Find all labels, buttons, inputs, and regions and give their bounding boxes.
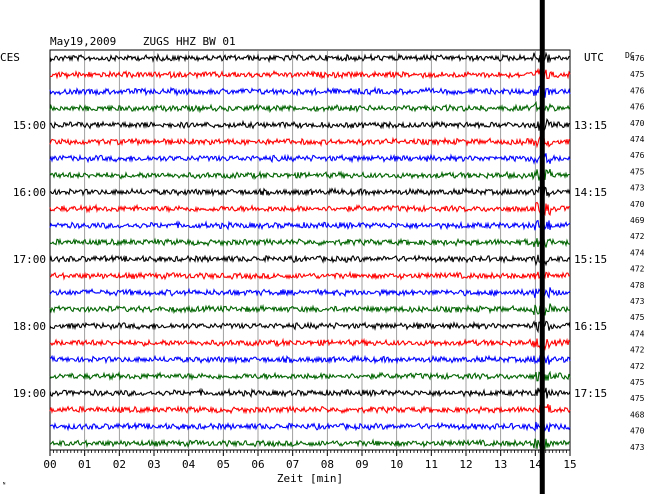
x-tick-label: 15	[563, 458, 576, 471]
event-bar	[539, 0, 545, 494]
local-hour-label: 18:00	[13, 320, 46, 333]
minute-grid	[84, 50, 536, 450]
trace-line	[49, 168, 571, 181]
dc-value: 473	[630, 297, 645, 306]
dc-value: 473	[630, 184, 645, 193]
trace-line	[49, 354, 571, 365]
x-tick-label: 10	[390, 458, 403, 471]
utc-hour-label: 15:15	[574, 253, 607, 266]
trace-line	[49, 320, 571, 334]
dc-value: 475	[630, 378, 645, 387]
dc-value: 476	[630, 151, 645, 160]
trace-line	[49, 438, 571, 450]
x-tick-label: 11	[425, 458, 438, 471]
x-tick-label: 01	[78, 458, 91, 471]
x-tick-label: 14	[529, 458, 543, 471]
x-tick-label: 13	[494, 458, 507, 471]
utc-hour-label: 14:15	[574, 186, 607, 199]
trace-line	[49, 403, 571, 416]
trace-line	[49, 303, 571, 316]
trace-line	[49, 136, 571, 149]
dc-value: 472	[630, 346, 645, 355]
local-hour-label: 19:00	[13, 387, 46, 400]
dc-value: 470	[630, 427, 645, 436]
trace-line	[49, 287, 571, 299]
x-tick-label: 05	[217, 458, 230, 471]
dc-value: 472	[630, 265, 645, 274]
dc-value: 475	[630, 167, 645, 176]
trace-line	[49, 370, 571, 382]
trace-line	[49, 100, 571, 115]
x-tick-label: 08	[321, 458, 334, 471]
trace-line	[49, 219, 571, 231]
trace-line	[49, 421, 571, 433]
x-tick-label: 03	[147, 458, 160, 471]
trace-line	[49, 51, 571, 64]
chart-title: May19,2009 ZUGS HHZ BW 01	[50, 35, 236, 48]
dc-value: 469	[630, 216, 645, 225]
time-axis: 00 01 02 03 04 05 06 07 08 09 10 11 12 13 14 15	[43, 450, 577, 471]
x-tick-label: 04	[182, 458, 196, 471]
corner-mark: ᴺ	[2, 481, 6, 489]
dc-value: 475	[630, 313, 645, 322]
utc-label: UTC	[584, 51, 604, 64]
dc-label: DC	[625, 51, 635, 60]
utc-hour-label: 13:15	[574, 119, 607, 132]
station-label: ZUGS HHZ BW 01	[143, 35, 236, 48]
trace-line	[49, 118, 571, 133]
trace-line	[49, 254, 571, 267]
x-tick-label: 00	[43, 458, 56, 471]
x-tick-label: 12	[459, 458, 472, 471]
x-tick-label: 06	[251, 458, 264, 471]
dc-value: 476	[630, 103, 645, 112]
trace-line	[49, 186, 571, 199]
trace-line	[49, 387, 571, 399]
trace-line	[49, 235, 571, 248]
traces	[49, 51, 571, 450]
local-hour-label: 16:00	[13, 186, 46, 199]
dc-value: 474	[630, 248, 645, 257]
dc-value: 476	[630, 54, 645, 63]
dc-value: 474	[630, 135, 645, 144]
dc-value: 468	[630, 410, 645, 419]
trace-line	[49, 269, 571, 281]
x-axis-label: Zeit [min]	[277, 472, 343, 485]
dc-value: 473	[630, 443, 645, 452]
date-label: May19,2009	[50, 35, 116, 48]
dc-value: 472	[630, 232, 645, 241]
dc-value: 474	[630, 329, 645, 338]
x-tick-label: 02	[113, 458, 126, 471]
utc-hour-label: 17:15	[574, 387, 607, 400]
dc-value: 475	[630, 70, 645, 79]
x-tick-label: 07	[286, 458, 299, 471]
x-tick-label: 09	[355, 458, 368, 471]
local-hour-label: 17:00	[13, 253, 46, 266]
trace-line	[49, 152, 571, 165]
dc-value: 478	[630, 281, 645, 290]
utc-hour-label: 16:15	[574, 320, 607, 333]
dc-value: 472	[630, 362, 645, 371]
local-hour-label: 15:00	[13, 119, 46, 132]
dc-value: 470	[630, 200, 645, 209]
event-marker	[539, 0, 545, 494]
trace-line	[49, 337, 571, 351]
trace-line	[49, 67, 571, 81]
dc-value: 475	[630, 394, 645, 403]
trace-line	[49, 84, 571, 98]
dc-value: 470	[630, 119, 645, 128]
local-time-label: CES	[0, 51, 20, 64]
trace-line	[49, 201, 571, 217]
dc-value: 476	[630, 86, 645, 95]
